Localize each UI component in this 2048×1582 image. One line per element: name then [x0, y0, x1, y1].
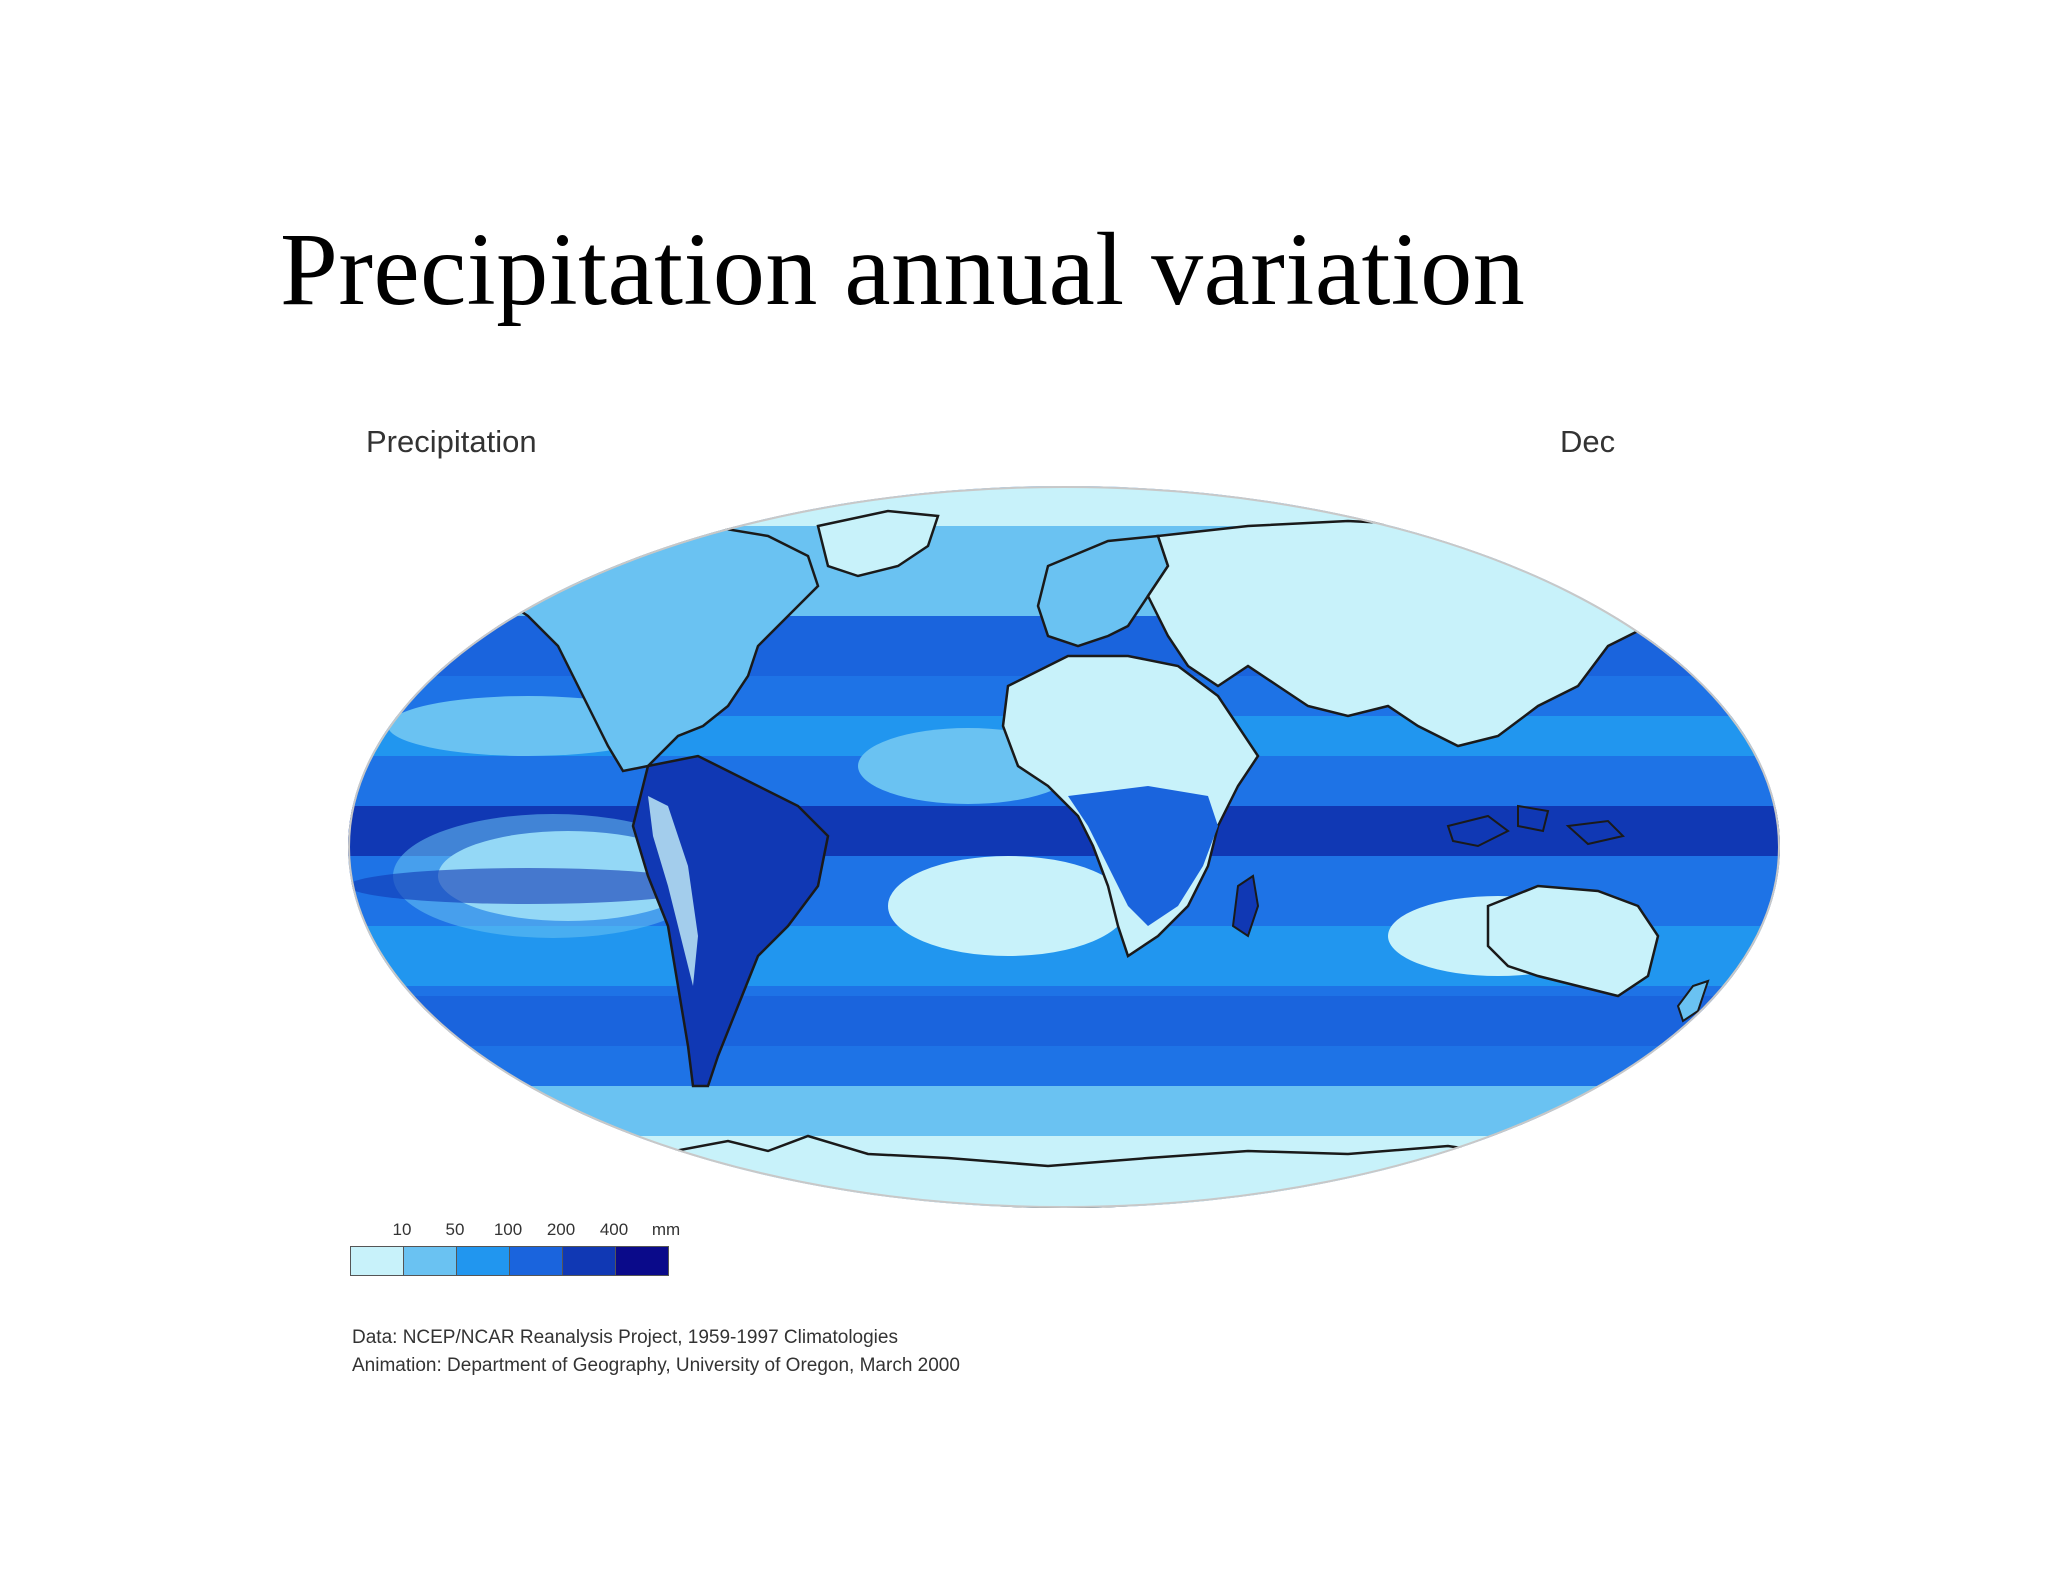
arctic-band	[348, 486, 1780, 526]
map-variable-label: Precipitation	[366, 424, 537, 459]
andes-dry-strip	[648, 796, 698, 986]
credits-data-line: Data: NCEP/NCAR Reanalysis Project, 1959…	[352, 1327, 898, 1348]
europe-land	[1036, 534, 1170, 648]
precipitation-map	[348, 486, 1780, 1208]
legend-swatch-1	[404, 1247, 457, 1275]
legend-tick-labels: 10 50 100 200 400 mm	[350, 1220, 690, 1242]
greenland-land	[816, 509, 940, 578]
credits-animation-line: Animation: Department of Geography, Univ…	[352, 1355, 960, 1376]
map-month-label: Dec	[1560, 424, 1616, 459]
legend-unit: mm	[651, 1220, 681, 1239]
south-storm-track	[348, 996, 1780, 1046]
map-fill-layer	[348, 486, 1780, 1208]
madagascar-land	[1231, 874, 1260, 938]
legend-swatch-3	[510, 1247, 563, 1275]
central-africa-wet	[1068, 786, 1218, 926]
legend-tick-100: 100	[493, 1220, 523, 1239]
legend-tick-10: 10	[392, 1220, 412, 1239]
south-america-land	[631, 754, 830, 1088]
legend-color-bar	[350, 1246, 669, 1276]
legend-tick-400: 400	[599, 1220, 629, 1239]
indonesia-islands	[1446, 804, 1625, 848]
credits-block: Data: NCEP/NCAR Reanalysis Project, 1959…	[352, 1324, 960, 1380]
slide-title: Precipitation annual variation	[280, 212, 1526, 327]
legend-tick-50: 50	[445, 1220, 465, 1239]
australia-land	[1486, 884, 1660, 998]
globe-outline	[348, 486, 1780, 1208]
precipitation-legend: 10 50 100 200 400 mm	[350, 1220, 690, 1280]
south-high-lat-band	[348, 1086, 1780, 1136]
legend-swatch-0	[351, 1247, 404, 1275]
legend-swatch-5	[616, 1247, 668, 1275]
new-zealand-land	[1676, 979, 1710, 1023]
legend-swatch-4	[563, 1247, 616, 1275]
spcz-band	[348, 868, 708, 904]
dry-patch-south-atlantic	[888, 856, 1128, 956]
legend-tick-200: 200	[546, 1220, 576, 1239]
legend-swatch-2	[457, 1247, 510, 1275]
